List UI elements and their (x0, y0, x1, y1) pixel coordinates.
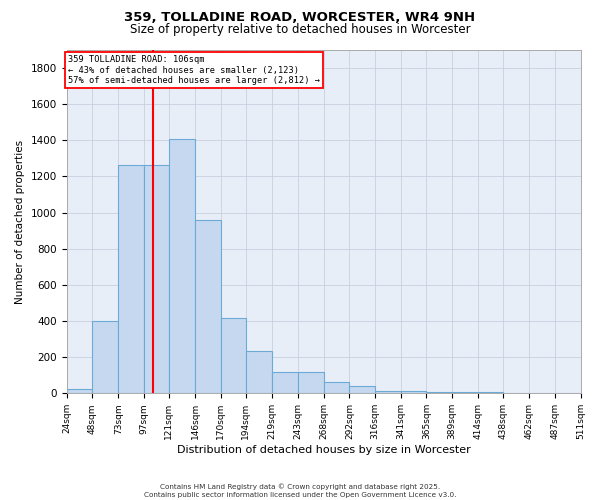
Bar (272, 372, 298, 394)
Bar (118, 165, 143, 394)
Bar (427, 392, 452, 394)
Bar (452, 392, 478, 394)
Text: 359, TOLLADINE ROAD, WORCESTER, WR4 9NH: 359, TOLLADINE ROAD, WORCESTER, WR4 9NH (124, 11, 476, 24)
Bar (143, 165, 169, 394)
Bar (221, 318, 246, 394)
Y-axis label: Number of detached properties: Number of detached properties (15, 140, 25, 304)
Bar (169, 138, 195, 394)
Text: 359 TOLLADINE ROAD: 106sqm
← 43% of detached houses are smaller (2,123)
57% of s: 359 TOLLADINE ROAD: 106sqm ← 43% of deta… (68, 56, 320, 85)
Bar (349, 386, 375, 394)
Bar (195, 220, 221, 394)
Text: Size of property relative to detached houses in Worcester: Size of property relative to detached ho… (130, 22, 470, 36)
Bar (375, 390, 401, 394)
Bar (478, 392, 503, 394)
X-axis label: Distribution of detached houses by size in Worcester: Distribution of detached houses by size … (176, 445, 470, 455)
Bar (92, 321, 118, 394)
Bar (324, 382, 349, 394)
Bar (298, 372, 324, 394)
Text: Contains HM Land Registry data © Crown copyright and database right 2025.
Contai: Contains HM Land Registry data © Crown c… (144, 484, 456, 498)
Bar (246, 351, 272, 394)
Bar (67, 389, 92, 394)
Bar (401, 390, 427, 394)
